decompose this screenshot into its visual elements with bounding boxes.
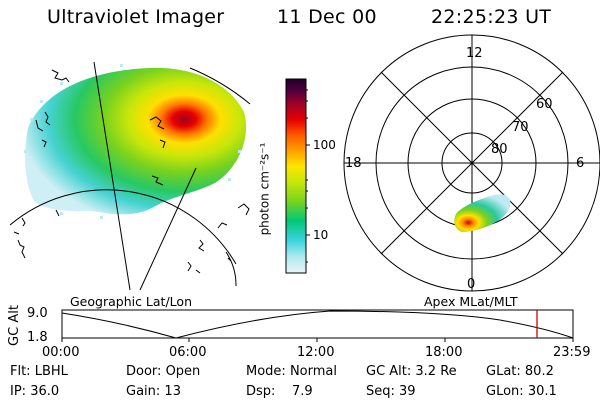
- altitude-ytick-max: 9.0: [27, 306, 48, 321]
- time-label: 22:25:23 UT: [431, 6, 552, 28]
- mlt-6-label: 6: [576, 156, 585, 171]
- lat-80-label: 80: [491, 142, 508, 157]
- mlt-0-label: 0: [467, 277, 476, 292]
- lat-70-label: 70: [512, 120, 529, 135]
- status-seq: Seq: 39: [366, 384, 416, 399]
- polar-plot: [343, 34, 600, 292]
- status-flt: Flt: LBHL: [10, 364, 68, 379]
- altitude-ylabel: GC Alt: [6, 305, 22, 346]
- geographic-image: [9, 61, 251, 291]
- geographic-label: Geographic Lat/Lon: [70, 294, 192, 309]
- instrument-title: Ultraviolet Imager: [47, 6, 225, 28]
- lat-60-label: 60: [536, 97, 553, 112]
- colorbar-tick-100: 100: [313, 138, 336, 152]
- altitude-ytick-min: 1.8: [27, 330, 48, 345]
- status-glat: GLat: 80.2: [486, 364, 554, 379]
- altitude-track-plot: [61, 309, 574, 342]
- status-door: Door: Open: [126, 364, 201, 379]
- colorbar: [285, 78, 310, 274]
- status-gain: Gain: 13: [126, 384, 181, 399]
- xtick-3: 18:00: [425, 345, 463, 360]
- status-glon: GLon: 30.1: [486, 384, 557, 399]
- colorbar-unit-label: photon cm⁻²s⁻¹: [257, 142, 272, 236]
- mlt-18-label: 18: [345, 156, 362, 171]
- xtick-1: 06:00: [169, 345, 207, 360]
- xtick-2: 12:00: [297, 345, 335, 360]
- date-label: 11 Dec 00: [277, 6, 377, 28]
- apex-label: Apex MLat/MLT: [424, 294, 518, 309]
- xtick-4: 23:59: [553, 345, 591, 360]
- status-dsp: Dsp: 7.9: [246, 384, 313, 399]
- status-gc-alt: GC Alt: 3.2 Re: [366, 364, 457, 379]
- xtick-0: 00:00: [42, 345, 80, 360]
- mlt-12-label: 12: [466, 46, 483, 61]
- status-ip: IP: 36.0: [10, 384, 60, 399]
- colorbar-tick-10: 10: [313, 228, 329, 242]
- polar-aurora: [454, 194, 511, 232]
- status-mode: Mode: Normal: [246, 364, 337, 379]
